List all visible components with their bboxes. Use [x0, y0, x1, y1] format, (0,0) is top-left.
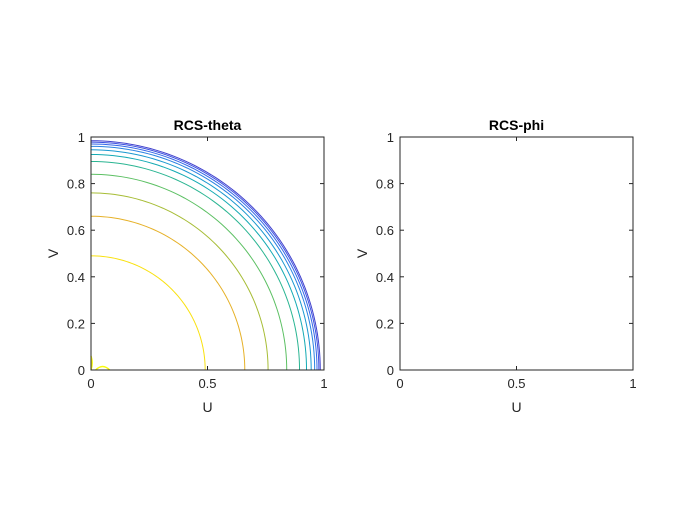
- y-tick-label: 0.6: [67, 223, 85, 238]
- contour-line-9: [90, 141, 320, 371]
- y-tick-label: 0.8: [376, 177, 394, 192]
- contour-line-1: [90, 215, 246, 371]
- contour-line-4: [90, 160, 301, 371]
- contour-line-8: [90, 143, 318, 371]
- x-tick-label: 0.5: [507, 376, 525, 391]
- axes-title: RCS-theta: [174, 117, 242, 133]
- axes-title: RCS-phi: [489, 117, 544, 133]
- y-tick-label: 1: [78, 130, 85, 145]
- y-tick-label: 0.4: [376, 270, 394, 285]
- axes-rcs-theta: RCS-theta 0 0.5 1 0 0.2 0.4 0.6 0.8 1 U V: [45, 117, 328, 415]
- x-axis-label: U: [202, 399, 212, 415]
- y-tick-label: 0.2: [376, 316, 394, 331]
- contour-line-3: [90, 173, 288, 371]
- y-tick-label: 0.2: [67, 316, 85, 331]
- axes-rcs-phi: RCS-phi 0 0.5 1 0 0.2 0.4 0.6 0.8 1 U V: [354, 117, 637, 415]
- contour-line-2: [90, 192, 269, 371]
- x-tick-label: 0: [87, 376, 94, 391]
- y-tick-label: 0: [78, 363, 85, 378]
- contour-line-7: [90, 145, 316, 371]
- y-tick-label: 1: [387, 130, 394, 145]
- y-tick-label: 0: [387, 363, 394, 378]
- contour-line-0: [90, 255, 206, 371]
- x-tick-label: 1: [320, 376, 327, 391]
- contour-line-10: [90, 140, 321, 371]
- contour-line-6: [90, 149, 312, 371]
- y-tick-label: 0.6: [376, 223, 394, 238]
- x-tick-label: 0: [396, 376, 403, 391]
- ticks: 0 0.5 1 0 0.2 0.4 0.6 0.8 1: [376, 130, 637, 391]
- ticks: 0 0.5 1 0 0.2 0.4 0.6 0.8 1: [67, 130, 328, 391]
- contour-lines: [90, 140, 321, 371]
- x-tick-label: 1: [629, 376, 636, 391]
- y-tick-label: 0.8: [67, 177, 85, 192]
- y-axis-label: V: [45, 248, 61, 258]
- x-tick-label: 0.5: [198, 376, 216, 391]
- y-axis-label: V: [354, 248, 370, 258]
- y-tick-label: 0.4: [67, 270, 85, 285]
- x-axis-label: U: [511, 399, 521, 415]
- contour-line-5: [90, 153, 308, 371]
